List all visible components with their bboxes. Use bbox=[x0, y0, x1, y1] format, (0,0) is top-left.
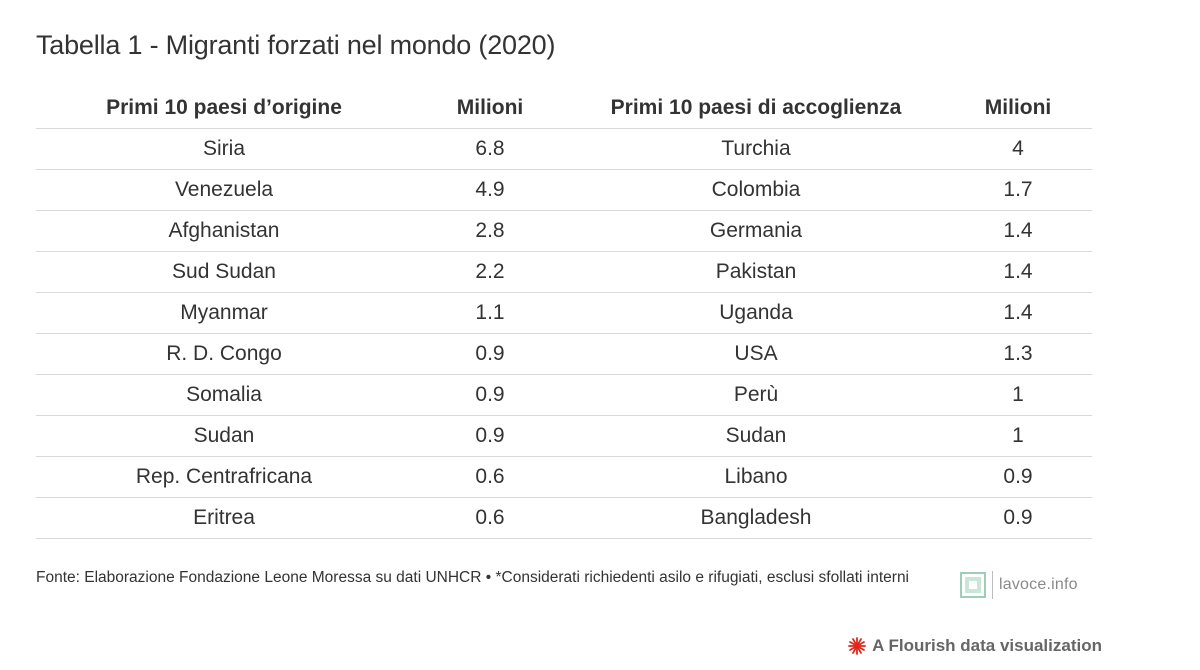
cell-origin-millions: 6.8 bbox=[412, 128, 568, 170]
cell-origin-country: Venezuela bbox=[36, 169, 412, 211]
cell-origin-country: Rep. Centrafricana bbox=[36, 456, 412, 498]
cell-host-country: USA bbox=[568, 333, 944, 375]
table-row: Rep. Centrafricana 0.6 Libano 0.9 bbox=[36, 456, 1092, 498]
cell-origin-country: Sud Sudan bbox=[36, 251, 412, 293]
cell-host-country: Turchia bbox=[568, 128, 944, 170]
table-row: Somalia 0.9 Perù 1 bbox=[36, 374, 1092, 416]
column-header-origin-country: Primi 10 paesi d’origine bbox=[36, 88, 412, 129]
lavoce-logo[interactable]: lavoce.info bbox=[960, 570, 1078, 600]
cell-host-millions: 0.9 bbox=[944, 456, 1092, 498]
cell-origin-millions: 0.9 bbox=[412, 415, 568, 457]
table-row: R. D. Congo 0.9 USA 1.3 bbox=[36, 333, 1092, 375]
cell-host-millions: 1.3 bbox=[944, 333, 1092, 375]
cell-origin-millions: 2.2 bbox=[412, 251, 568, 293]
cell-host-country: Pakistan bbox=[568, 251, 944, 293]
page-title: Tabella 1 - Migranti forzati nel mondo (… bbox=[36, 30, 556, 60]
table-header-row: Primi 10 paesi d’origine Milioni Primi 1… bbox=[36, 88, 1092, 129]
cell-origin-country: R. D. Congo bbox=[36, 333, 412, 375]
cell-origin-millions: 4.9 bbox=[412, 169, 568, 211]
cell-origin-millions: 0.9 bbox=[412, 374, 568, 416]
cell-origin-millions: 2.8 bbox=[412, 210, 568, 252]
table-row: Venezuela 4.9 Colombia 1.7 bbox=[36, 169, 1092, 211]
table-body: Siria 6.8 Turchia 4 Venezuela 4.9 Colombia 1.7 A… bbox=[36, 128, 1092, 539]
cell-host-country: Germania bbox=[568, 210, 944, 252]
source-note: Fonte: Elaborazione Fondazione Leone Mor… bbox=[36, 569, 910, 586]
cell-host-country: Colombia bbox=[568, 169, 944, 211]
table-row: Sudan 0.9 Sudan 1 bbox=[36, 415, 1092, 457]
cell-host-millions: 1.4 bbox=[944, 210, 1092, 252]
data-table: Primi 10 paesi d’origine Milioni Primi 1… bbox=[36, 88, 1092, 539]
table-row: Siria 6.8 Turchia 4 bbox=[36, 128, 1092, 170]
cell-origin-country: Siria bbox=[36, 128, 412, 170]
table-row: Afghanistan 2.8 Germania 1.4 bbox=[36, 210, 1092, 252]
cell-host-millions: 1 bbox=[944, 415, 1092, 457]
cell-host-country: Sudan bbox=[568, 415, 944, 457]
cell-host-country: Perù bbox=[568, 374, 944, 416]
cell-origin-country: Sudan bbox=[36, 415, 412, 457]
cell-origin-country: Myanmar bbox=[36, 292, 412, 334]
logo-divider bbox=[992, 571, 993, 599]
cell-host-country: Uganda bbox=[568, 292, 944, 334]
cell-host-millions: 1.7 bbox=[944, 169, 1092, 211]
cell-host-millions: 1.4 bbox=[944, 292, 1092, 334]
cell-origin-country: Somalia bbox=[36, 374, 412, 416]
cell-origin-millions: 0.6 bbox=[412, 456, 568, 498]
cell-origin-country: Eritrea bbox=[36, 497, 412, 539]
cell-host-millions: 1.4 bbox=[944, 251, 1092, 293]
lavoce-logo-icon bbox=[960, 572, 986, 598]
cell-origin-millions: 0.6 bbox=[412, 497, 568, 539]
table-row: Myanmar 1.1 Uganda 1.4 bbox=[36, 292, 1092, 334]
column-header-host-millions: Milioni bbox=[944, 88, 1092, 129]
flourish-credit-text: A Flourish data visualization bbox=[872, 636, 1102, 655]
cell-origin-millions: 1.1 bbox=[412, 292, 568, 334]
cell-origin-country: Afghanistan bbox=[36, 210, 412, 252]
cell-origin-millions: 0.9 bbox=[412, 333, 568, 375]
column-header-origin-millions: Milioni bbox=[412, 88, 568, 129]
table-row: Sud Sudan 2.2 Pakistan 1.4 bbox=[36, 251, 1092, 293]
table-row: Eritrea 0.6 Bangladesh 0.9 bbox=[36, 497, 1092, 539]
lavoce-logo-text: lavoce.info bbox=[999, 576, 1078, 593]
cell-host-country: Libano bbox=[568, 456, 944, 498]
cell-host-millions: 0.9 bbox=[944, 497, 1092, 539]
flourish-logo-icon bbox=[848, 637, 867, 655]
cell-host-millions: 4 bbox=[944, 128, 1092, 170]
column-header-host-country: Primi 10 paesi di accoglienza bbox=[568, 88, 944, 129]
cell-host-country: Bangladesh bbox=[568, 497, 944, 539]
cell-host-millions: 1 bbox=[944, 374, 1092, 416]
flourish-credit[interactable]: A Flourish data visualization bbox=[848, 636, 1102, 656]
